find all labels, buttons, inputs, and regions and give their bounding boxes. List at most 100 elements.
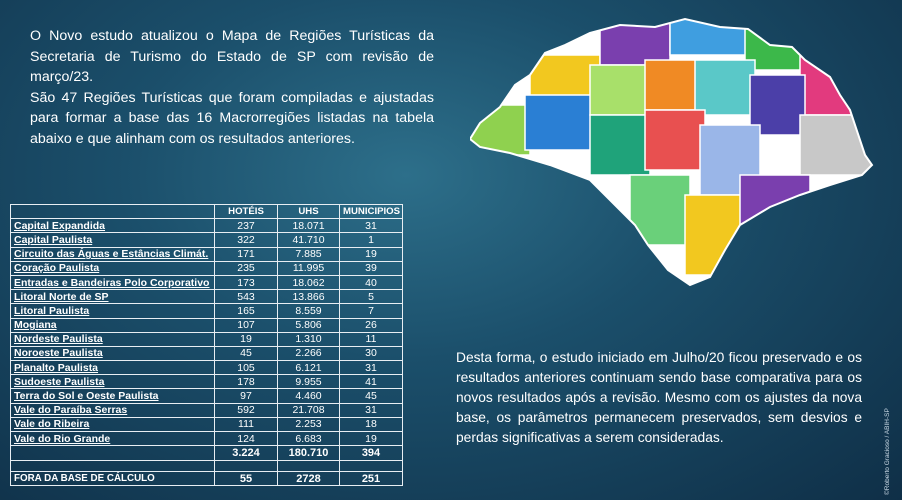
- intro-paragraph-1: O Novo estudo atualizou o Mapa de Regiõe…: [30, 28, 434, 85]
- hoteis-value: 237: [214, 218, 278, 234]
- hoteis-value: 124: [214, 430, 278, 447]
- map-region-patch: [644, 109, 706, 171]
- municipios-value: 31: [339, 402, 403, 418]
- map-region-patch: [684, 194, 746, 276]
- uhs-value: 8.559: [277, 303, 340, 319]
- uhs-value: 21.708: [277, 402, 340, 418]
- hoteis-value: 105: [214, 360, 278, 376]
- outside-uhs: 2728: [277, 471, 340, 487]
- table-row: Planalto Paulista 105 6.121 31: [10, 360, 403, 376]
- hoteis-value: 19: [214, 331, 278, 347]
- table-row: Nordeste Paulista 19 1.310 11: [10, 331, 403, 347]
- hoteis-value: 322: [214, 232, 278, 248]
- sao-paulo-tourism-map: [470, 17, 874, 287]
- uhs-value: 13.866: [277, 289, 340, 305]
- header-hoteis: HOTÉIS: [214, 203, 278, 220]
- region-name: Entradas e Bandeiras Polo Corporativo: [10, 274, 215, 291]
- hoteis-value: 171: [214, 246, 278, 262]
- region-name: Nordeste Paulista: [10, 331, 215, 347]
- outside-hoteis: 55: [214, 471, 278, 487]
- municipios-value: 19: [339, 246, 403, 262]
- table-row: Litoral Norte de SP 543 13.866 5: [10, 289, 403, 305]
- region-name: Mogiana: [10, 317, 215, 333]
- municipios-value: 5: [339, 289, 403, 305]
- hoteis-value: 592: [214, 402, 278, 418]
- map-region-patch: [470, 104, 531, 156]
- municipios-value: 7: [339, 303, 403, 319]
- table-row: Mogiana 107 5.806 26: [10, 317, 403, 333]
- municipios-value: 30: [339, 345, 403, 362]
- region-name: Circuito das Águas e Estâncias Climát.: [10, 246, 215, 262]
- municipios-value: 41: [339, 374, 403, 390]
- table-row: Terra do Sol e Oeste Paulista 97 4.460 45: [10, 388, 403, 404]
- table-header-row: HOTÉIS UHS MUNICIPIOS: [10, 203, 403, 220]
- municipios-value: 18: [339, 416, 403, 433]
- region-name: Capital Expandida: [10, 218, 215, 234]
- map-region-patch: [589, 64, 651, 116]
- intro-text: O Novo estudo atualizou o Mapa de Regiõe…: [30, 26, 434, 149]
- region-name: Capital Paulista: [10, 232, 215, 248]
- map-regions: [470, 19, 872, 285]
- map-region-patch: [739, 174, 811, 226]
- uhs-value: 18.062: [277, 274, 340, 291]
- region-name: Sudoeste Paulista: [10, 374, 215, 390]
- total-municipios: 394: [339, 445, 403, 462]
- table-row: Capital Expandida 237 18.071 31: [10, 218, 403, 234]
- uhs-value: 6.683: [277, 430, 340, 447]
- table-row: Vale do Paraíba Serras 592 21.708 31: [10, 402, 403, 418]
- uhs-value: 2.266: [277, 345, 340, 362]
- hoteis-value: 45: [214, 345, 278, 362]
- map-region-patch: [694, 59, 756, 116]
- region-name: Vale do Rio Grande: [10, 430, 215, 447]
- spacer-cell: [339, 460, 403, 473]
- hoteis-value: 165: [214, 303, 278, 319]
- table-row: Vale do Ribeira 111 2.253 18: [10, 416, 403, 433]
- municipios-value: 40: [339, 274, 403, 291]
- hoteis-value: 235: [214, 260, 278, 276]
- municipios-value: 39: [339, 260, 403, 276]
- outside-label: FORA DA BASE DE CÁLCULO: [10, 471, 215, 487]
- region-name: Planalto Paulista: [10, 360, 215, 376]
- region-name: Litoral Paulista: [10, 303, 215, 319]
- table-row: Capital Paulista 322 41.710 1: [10, 232, 403, 248]
- uhs-value: 2.253: [277, 416, 340, 433]
- uhs-value: 6.121: [277, 360, 340, 376]
- hoteis-value: 173: [214, 274, 278, 291]
- hoteis-value: 543: [214, 289, 278, 305]
- table-row: Sudoeste Paulista 178 9.955 41: [10, 374, 403, 390]
- municipios-value: 45: [339, 388, 403, 404]
- map-region-patch: [644, 59, 701, 111]
- uhs-value: 11.995: [277, 260, 340, 276]
- table-row: Litoral Paulista 165 8.559 7: [10, 303, 403, 319]
- table-row: Circuito das Águas e Estâncias Climát. 17…: [10, 246, 403, 262]
- header-municipios: MUNICIPIOS: [339, 203, 403, 220]
- map-region-patch: [669, 19, 751, 56]
- uhs-value: 7.885: [277, 246, 340, 262]
- uhs-value: 1.310: [277, 331, 340, 347]
- table-total-row: 3.224 180.710 394: [10, 445, 403, 462]
- uhs-value: 4.460: [277, 388, 340, 404]
- header-region: [10, 203, 215, 220]
- outside-municipios: 251: [339, 471, 403, 487]
- region-name: Coração Paulista: [10, 260, 215, 276]
- total-hoteis: 3.224: [214, 445, 278, 462]
- hoteis-value: 107: [214, 317, 278, 333]
- uhs-value: 5.806: [277, 317, 340, 333]
- table-spacer-row: [10, 460, 403, 473]
- state-outline: [470, 17, 874, 287]
- spacer-cell: [10, 460, 215, 473]
- spacer-cell: [277, 460, 340, 473]
- table-row: Entradas e Bandeiras Polo Corporativo 173…: [10, 274, 403, 291]
- table-outside-row: FORA DA BASE DE CÁLCULO 55 2728 251: [10, 471, 403, 487]
- region-name: Terra do Sol e Oeste Paulista: [10, 388, 215, 404]
- spacer-cell: [214, 460, 278, 473]
- uhs-value: 9.955: [277, 374, 340, 390]
- municipios-value: 1: [339, 232, 403, 248]
- total-label-cell: [10, 445, 215, 462]
- municipios-value: 31: [339, 218, 403, 234]
- region-name: Vale do Paraíba Serras: [10, 402, 215, 418]
- region-name: Litoral Norte de SP: [10, 289, 215, 305]
- conclusion-text: Desta forma, o estudo iniciado em Julho/…: [456, 350, 862, 445]
- hoteis-value: 178: [214, 374, 278, 390]
- hoteis-value: 97: [214, 388, 278, 404]
